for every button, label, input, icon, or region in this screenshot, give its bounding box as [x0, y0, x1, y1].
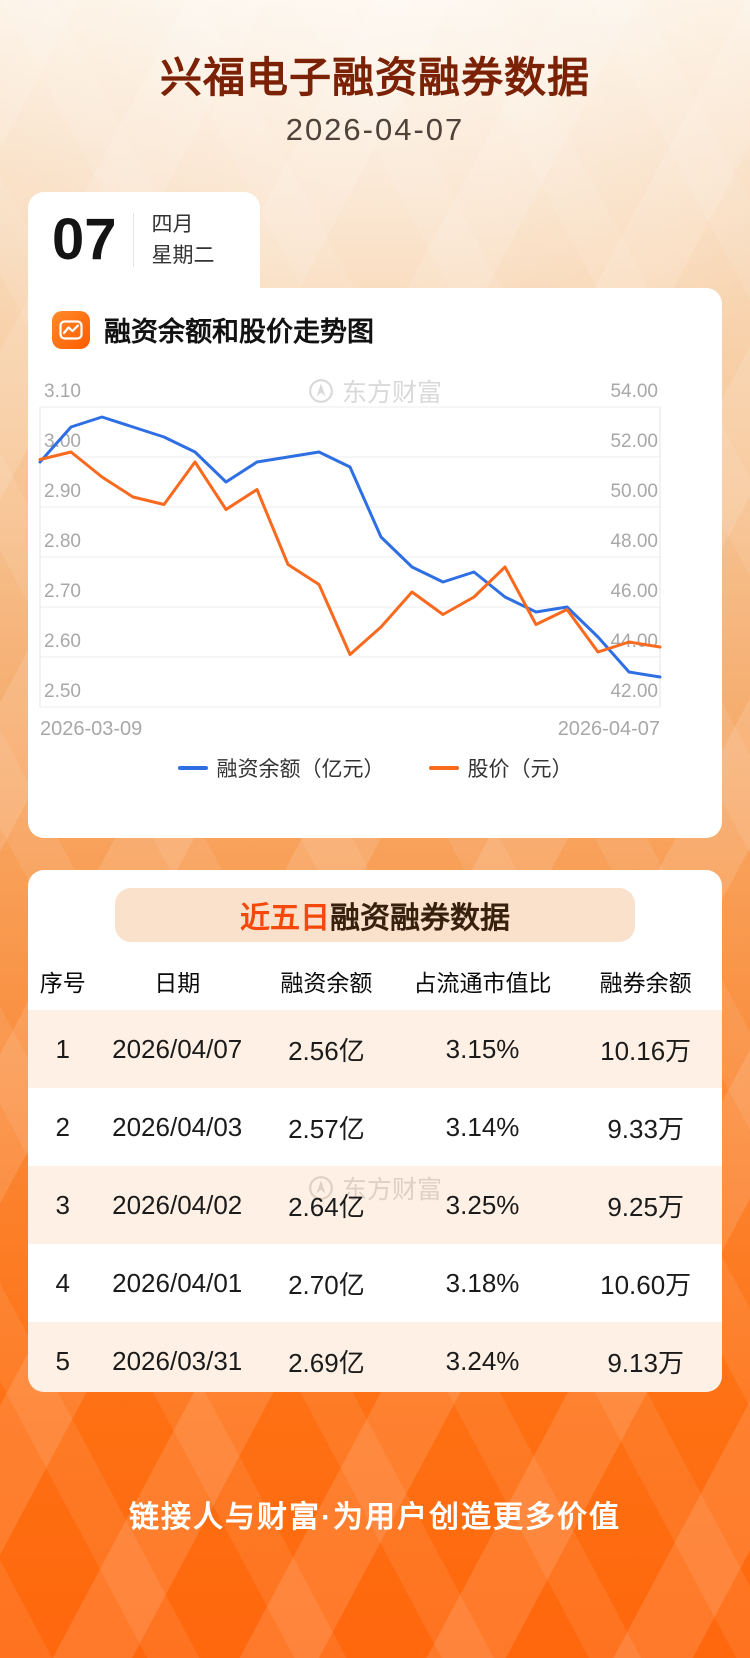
- legend-label-financing-balance: 融资余额（亿元）: [216, 758, 385, 781]
- table-cell: 9.25万: [607, 1191, 684, 1222]
- table-cell: 2.69亿: [288, 1347, 365, 1378]
- chart-title: 融资余额和股价走势图: [104, 317, 374, 347]
- right-axis-tick: 50.00: [610, 481, 658, 502]
- left-axis-tick: 2.80: [44, 531, 81, 552]
- legend-line-blue-icon: [177, 766, 208, 770]
- footer: 链接人与财富·为用户创造更多价值: [0, 1492, 750, 1536]
- series-line-1: [38, 450, 662, 656]
- table-header-cell: 融券余额: [599, 970, 692, 996]
- series-line-0: [38, 415, 662, 679]
- header-date: 2026-04-07: [285, 112, 465, 147]
- table-title-highlight: 近五日: [240, 902, 330, 935]
- left-axis-tick: 2.60: [44, 631, 81, 652]
- date-card-divider: [132, 213, 134, 267]
- table-cell: 4: [55, 1267, 70, 1298]
- x-axis-end-label: 2026-04-07: [558, 718, 660, 740]
- line-chart-icon-glyph: [59, 319, 83, 340]
- legend-item-stock-price: 股价（元）: [428, 753, 573, 783]
- page-title: 兴福电子融资融券数据: [159, 54, 590, 101]
- table-header-cell: 日期: [154, 970, 201, 996]
- table-cell: 2026/04/02: [112, 1189, 243, 1220]
- left-axis-tick: 2.50: [44, 681, 81, 702]
- table-title-banner: 近五日 融资融券数据: [115, 888, 635, 942]
- table-cell: 10.16万: [600, 1035, 692, 1066]
- table-header-cell: 占流通市值比: [413, 970, 552, 996]
- table-cell: 3.14%: [445, 1111, 520, 1142]
- table-cell: 2026/04/01: [112, 1267, 243, 1298]
- legend-line-orange-icon: [428, 766, 459, 770]
- table-cell: 2026/04/03: [112, 1111, 243, 1142]
- left-axis-tick: 2.90: [44, 481, 81, 502]
- table-row: 5 2026/03/31 2.69亿 3.24% 9.13万: [28, 1322, 722, 1392]
- chart-title-row: 融资余额和股价走势图: [28, 288, 722, 349]
- table-row: 2 2026/04/03 2.57亿 3.14% 9.33万: [28, 1088, 722, 1166]
- table-body: 1 2026/04/07 2.56亿 3.15% 10.16万 2 2026/04/03 2.…: [28, 1010, 722, 1392]
- table-header-row: 序号 日期 融资余额 占流通市值比 融券余额: [28, 952, 722, 1010]
- right-axis-tick: 52.00: [610, 431, 658, 452]
- chart-card: 融资余额和股价走势图 东方财富 3.10 54.00 3.00 52.00 2.90 50…: [28, 288, 722, 838]
- table-cell: 3.15%: [445, 1033, 520, 1064]
- table-row: 3 2026/04/02 2.64亿 3.25% 9.25万: [28, 1166, 722, 1244]
- x-axis-start-label: 2026-03-09: [40, 718, 142, 740]
- table-title-rest: 融资融券数据: [330, 902, 510, 935]
- line-chart-icon: [52, 310, 90, 349]
- table-cell: 3: [55, 1189, 70, 1220]
- table-cell: 10.60万: [600, 1269, 692, 1300]
- table-cell: 2026/03/31: [112, 1345, 243, 1376]
- table-cell: 2.64亿: [288, 1191, 365, 1222]
- table-head: 序号 日期 融资余额 占流通市值比 融券余额: [28, 952, 722, 1010]
- table-cell: 3.18%: [445, 1267, 520, 1298]
- table-header-cell: 融资余额: [280, 970, 373, 996]
- footer-slogan: 链接人与财富·为用户创造更多价值: [129, 1501, 621, 1534]
- date-card: 07 四月 星期二: [28, 192, 260, 288]
- legend-label-stock-price: 股价（元）: [467, 758, 573, 781]
- table-cell: 9.13万: [607, 1347, 684, 1378]
- table-cell: 2026/04/07: [112, 1033, 243, 1064]
- legend-item-financing-balance: 融资余额（亿元）: [177, 753, 385, 783]
- date-card-month: 四月: [151, 212, 194, 236]
- table-cell: 3.25%: [445, 1189, 520, 1220]
- table-cell: 1: [55, 1033, 70, 1064]
- right-axis-tick: 48.00: [610, 531, 658, 552]
- table-row: 4 2026/04/01 2.70亿 3.18% 10.60万: [28, 1244, 722, 1322]
- date-card-weekday: 星期二: [151, 244, 215, 267]
- table-cell: 2.56亿: [288, 1035, 365, 1066]
- left-axis-tick: 3.00: [44, 431, 81, 452]
- right-axis-tick: 42.00: [610, 681, 658, 702]
- left-axis-tick: 3.10: [44, 381, 81, 402]
- margin-trading-table: 序号 日期 融资余额 占流通市值比 融券余额 1 2026/04/07 2.56亿 3.15%…: [28, 952, 722, 1392]
- date-card-day: 07: [52, 207, 117, 272]
- table-cell: 2: [55, 1111, 70, 1142]
- chart-legend: 融资余额（亿元） 股价（元）: [28, 753, 722, 783]
- chart-area: 东方财富 3.10 54.00 3.00 52.00 2.90 50.00 2.80 48.0…: [28, 351, 722, 783]
- table-cell: 3.24%: [445, 1345, 520, 1376]
- table-cell: 2.70亿: [288, 1269, 365, 1300]
- table-row: 1 2026/04/07 2.56亿 3.15% 10.16万: [28, 1010, 722, 1088]
- table-cell: 2.57亿: [288, 1113, 365, 1144]
- right-axis-tick: 54.00: [610, 381, 658, 402]
- table-cell: 9.33万: [607, 1113, 684, 1144]
- date-card-month-weekday: 四月 星期二: [152, 209, 215, 272]
- right-axis-tick: 46.00: [610, 581, 658, 602]
- left-axis-tick: 2.70: [44, 581, 81, 602]
- table-cell: 5: [55, 1345, 70, 1376]
- table-header-cell: 序号: [39, 970, 86, 996]
- table-card: 近五日 融资融券数据 东方财富 序号 日期 融资余额 占流通市值比 融券余额 1 2026/…: [28, 870, 722, 1392]
- trend-chart-svg: 3.10 54.00 3.00 52.00 2.90 50.00 2.80 48.00 2.70…: [38, 381, 662, 740]
